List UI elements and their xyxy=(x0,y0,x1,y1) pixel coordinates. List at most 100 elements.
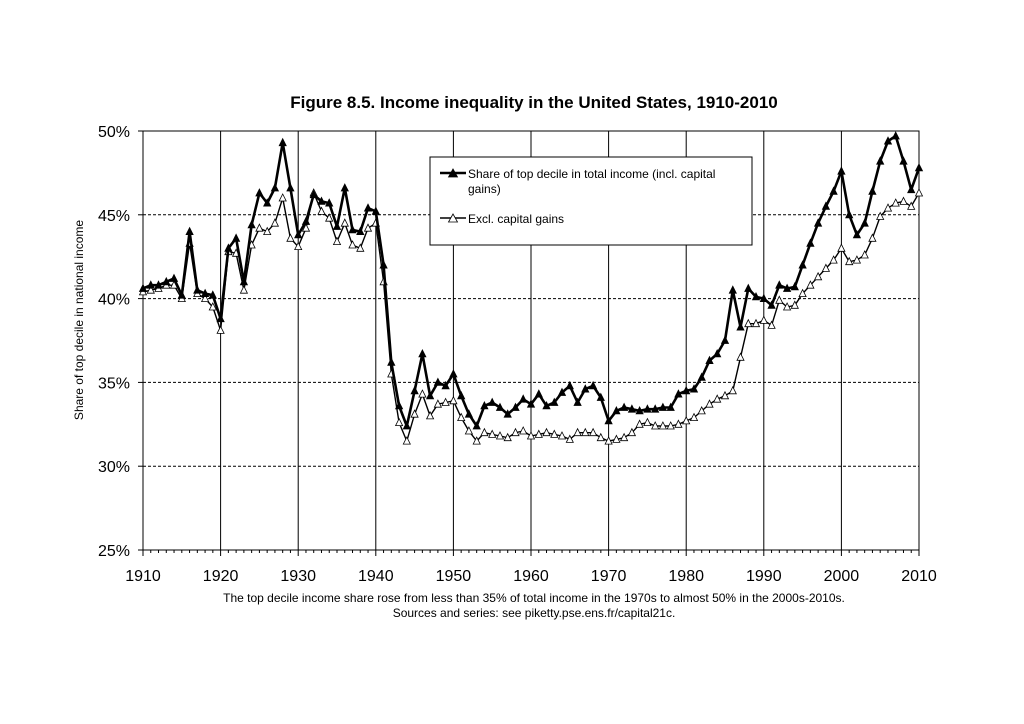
data-point-excl xyxy=(806,280,815,289)
data-point-excl xyxy=(619,432,629,442)
data-point-incl xyxy=(270,183,280,192)
data-point-incl xyxy=(301,216,311,225)
data-point-incl xyxy=(449,369,458,378)
series-layer xyxy=(138,131,924,445)
x-tick-label: 1940 xyxy=(358,568,394,585)
data-point-incl xyxy=(666,402,675,411)
data-point-incl xyxy=(697,372,706,381)
data-point-excl xyxy=(418,389,427,398)
data-point-excl xyxy=(255,223,264,232)
y-tick-label: 45% xyxy=(98,208,130,225)
data-point-excl xyxy=(860,250,869,259)
data-point-incl xyxy=(751,292,761,301)
data-point-excl xyxy=(573,427,582,437)
data-point-excl xyxy=(542,427,551,437)
data-point-excl xyxy=(557,431,567,440)
data-point-excl xyxy=(588,427,598,437)
data-point-excl xyxy=(767,320,776,329)
data-point-incl xyxy=(790,282,799,291)
data-point-excl xyxy=(340,218,349,227)
data-point-excl xyxy=(883,203,893,212)
data-point-incl xyxy=(627,404,637,413)
data-point-excl xyxy=(433,399,443,408)
data-point-incl xyxy=(239,276,249,286)
y-axis: 25% 30% 35% 40% 45% 50% xyxy=(98,124,143,560)
legend-label-incl-line1: Share of top decile in total income (inc… xyxy=(468,167,715,181)
data-point-incl xyxy=(169,273,179,282)
data-point-incl xyxy=(371,206,380,215)
data-point-incl xyxy=(286,183,295,192)
data-point-incl xyxy=(682,385,691,395)
data-point-incl xyxy=(689,384,699,393)
data-point-excl xyxy=(891,198,900,207)
data-point-incl xyxy=(325,198,334,207)
data-point-incl xyxy=(542,401,551,410)
data-point-incl xyxy=(410,385,419,395)
data-point-excl xyxy=(464,426,474,435)
data-point-excl xyxy=(682,416,691,425)
data-point-excl xyxy=(441,397,450,406)
data-point-excl xyxy=(534,429,543,438)
data-point-incl xyxy=(356,226,365,235)
data-point-excl xyxy=(216,325,225,334)
data-point-excl xyxy=(837,243,846,252)
legend-label-excl: Excl. capital gains xyxy=(468,212,564,226)
data-point-excl xyxy=(868,233,877,242)
data-point-excl xyxy=(511,427,520,437)
data-point-incl xyxy=(635,406,644,415)
data-point-excl xyxy=(263,226,272,235)
data-point-excl xyxy=(658,421,668,430)
data-point-incl xyxy=(651,404,660,413)
data-point-incl xyxy=(581,384,590,393)
data-point-excl xyxy=(480,427,489,437)
data-point-incl xyxy=(231,233,241,242)
data-point-incl xyxy=(154,280,163,289)
data-point-incl xyxy=(457,390,466,400)
data-point-incl xyxy=(728,285,737,294)
data-point-excl xyxy=(472,436,481,445)
y-tick-label: 50% xyxy=(98,124,130,141)
data-point-incl xyxy=(767,300,776,309)
data-point-excl xyxy=(907,201,916,210)
legend-box xyxy=(429,156,753,246)
data-point-incl xyxy=(402,421,411,430)
y-axis-label: Share of top decile in national income xyxy=(72,220,86,420)
data-point-incl xyxy=(464,409,474,418)
y-tick-label: 25% xyxy=(98,543,130,560)
data-point-incl xyxy=(565,380,574,390)
data-point-incl xyxy=(208,290,217,299)
data-point-incl xyxy=(876,156,885,165)
data-point-excl xyxy=(519,426,528,435)
data-point-incl xyxy=(185,226,194,235)
data-point-incl xyxy=(907,184,916,194)
data-point-excl xyxy=(627,427,637,437)
y-tick-label: 35% xyxy=(98,375,130,392)
data-point-excl xyxy=(829,255,838,264)
data-point-excl xyxy=(728,385,737,395)
data-point-excl xyxy=(604,436,613,445)
data-point-excl xyxy=(270,218,280,227)
data-point-excl xyxy=(751,318,761,328)
data-point-excl xyxy=(146,285,155,294)
data-point-incl xyxy=(255,188,264,197)
data-point-excl xyxy=(782,302,792,311)
data-point-incl xyxy=(526,399,536,408)
data-point-incl xyxy=(914,163,924,172)
data-point-incl xyxy=(480,401,489,410)
x-tick-label: 1980 xyxy=(668,568,704,585)
data-point-incl xyxy=(829,186,838,195)
data-point-excl xyxy=(845,256,854,266)
data-point-incl xyxy=(309,189,318,199)
legend-label-incl-line2: gains) xyxy=(468,182,501,196)
data-point-excl xyxy=(581,427,590,437)
data-point-incl xyxy=(759,293,768,302)
data-point-incl xyxy=(883,136,893,145)
data-point-excl xyxy=(550,429,559,438)
data-point-incl xyxy=(138,283,148,292)
legend-marker-incl xyxy=(447,168,459,178)
x-tick-label: 1970 xyxy=(591,568,627,585)
data-point-excl xyxy=(705,399,714,408)
data-point-incl xyxy=(744,283,753,292)
data-point-incl xyxy=(604,416,613,425)
